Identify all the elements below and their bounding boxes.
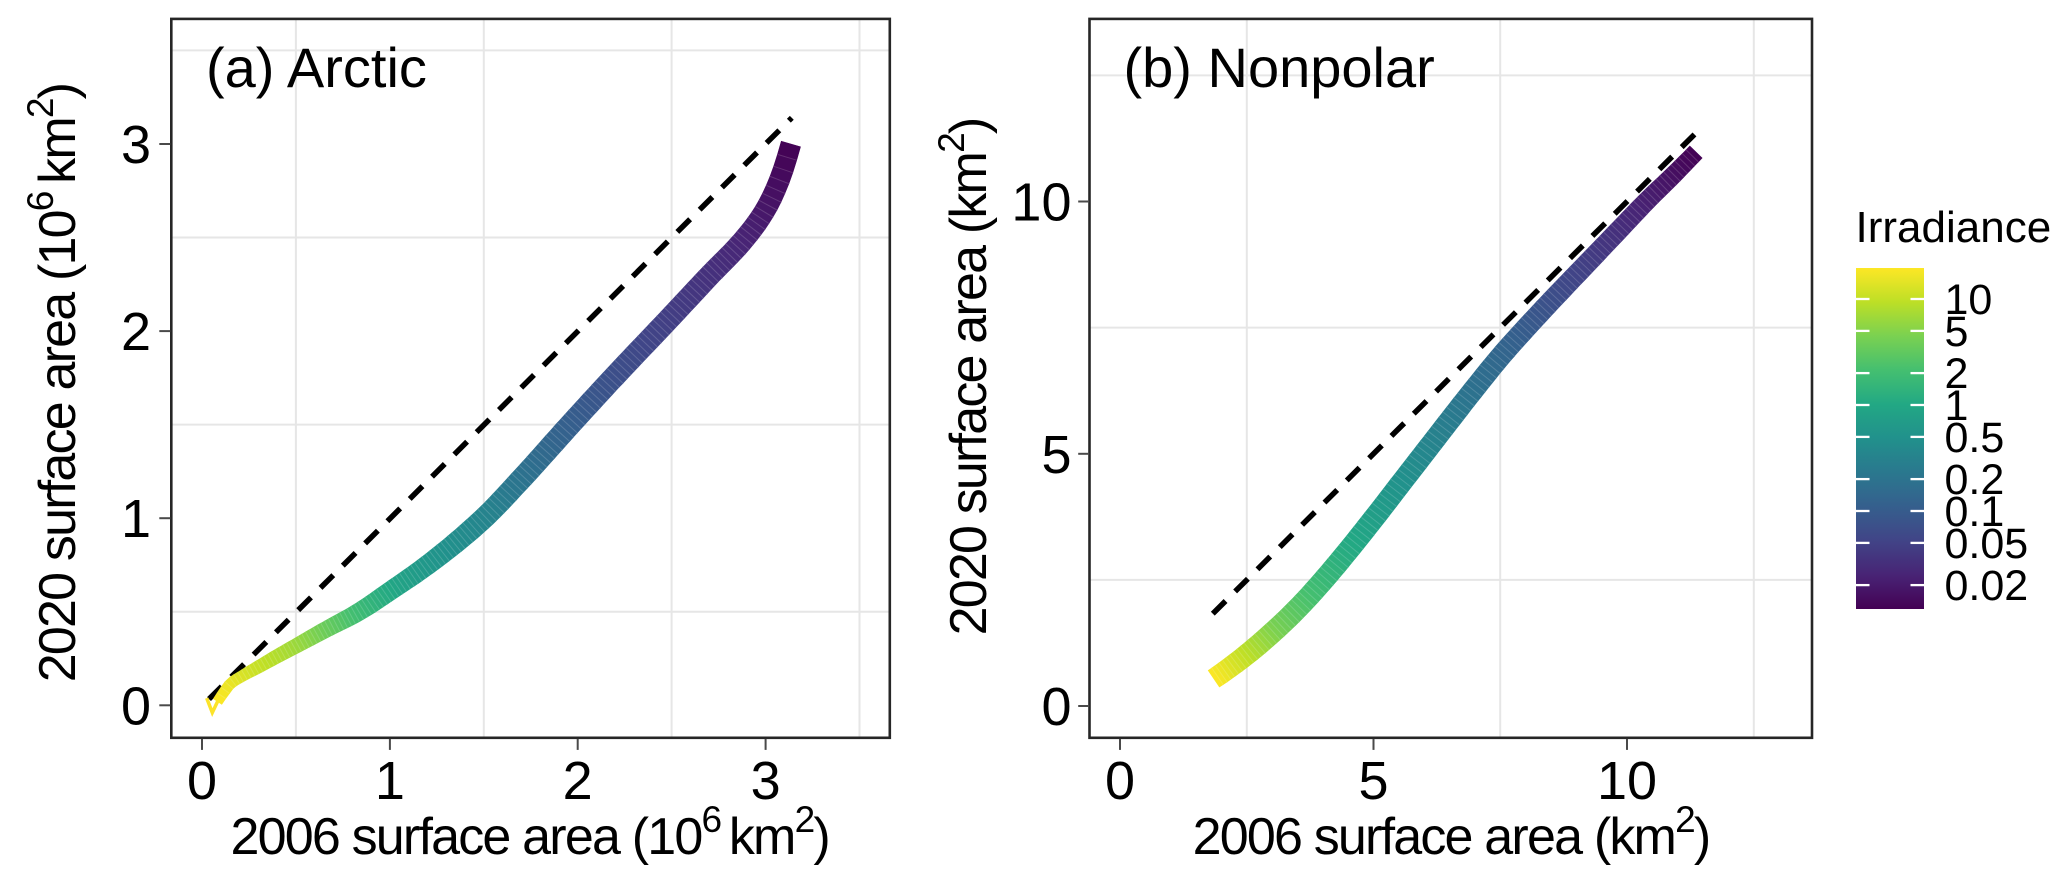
svg-text:0.2: 0.2 <box>1945 456 2005 504</box>
svg-text:0.02: 0.02 <box>1945 562 2029 610</box>
svg-text:2: 2 <box>121 302 151 362</box>
svg-text:10: 10 <box>1011 173 1071 233</box>
svg-text:(b) Nonpolar: (b) Nonpolar <box>1124 36 1435 99</box>
svg-text:2006 surface area (km2): 2006 surface area (km2) <box>1193 799 1710 866</box>
svg-text:0.05: 0.05 <box>1945 520 2029 568</box>
svg-text:2: 2 <box>1945 350 1969 398</box>
svg-text:5: 5 <box>1041 425 1071 485</box>
svg-text:2: 2 <box>563 751 593 811</box>
svg-text:5: 5 <box>1945 308 1969 356</box>
svg-text:2006 surface area (106 km2): 2006 surface area (106 km2) <box>230 799 828 866</box>
svg-text:1: 1 <box>1945 382 1969 430</box>
svg-text:0.1: 0.1 <box>1945 488 2005 536</box>
svg-text:1: 1 <box>121 489 151 549</box>
svg-text:2020 surface area (km2): 2020 surface area (km2) <box>931 119 998 636</box>
svg-text:0: 0 <box>1105 751 1135 811</box>
svg-text:0: 0 <box>1041 677 1071 737</box>
svg-text:0: 0 <box>187 751 217 811</box>
svg-text:1: 1 <box>375 751 405 811</box>
svg-text:Irradiance: Irradiance <box>1856 203 2052 252</box>
svg-text:10: 10 <box>1597 751 1657 811</box>
svg-text:10: 10 <box>1945 276 1993 324</box>
svg-text:2020 surface area (106 km2): 2020 surface area (106 km2) <box>20 84 87 682</box>
svg-text:5: 5 <box>1358 751 1388 811</box>
svg-text:0.5: 0.5 <box>1945 414 2005 462</box>
svg-text:0: 0 <box>121 676 151 736</box>
svg-text:3: 3 <box>121 115 151 175</box>
svg-text:3: 3 <box>751 751 781 811</box>
svg-text:(a) Arctic: (a) Arctic <box>206 36 427 99</box>
